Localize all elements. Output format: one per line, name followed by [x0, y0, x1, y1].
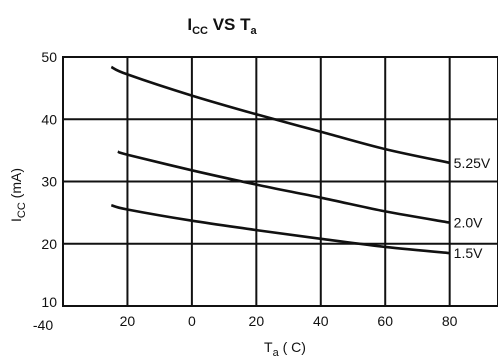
- plot-frame: [62, 56, 498, 307]
- y-tick-label: 50: [41, 49, 57, 65]
- series-line-5.25V: [110, 65, 450, 165]
- ylabel-unit: (mA): [8, 168, 24, 202]
- series-labels: 5.25V 2.0V 1.5V: [454, 155, 491, 261]
- y-tick-label: 40: [41, 111, 57, 127]
- tick-labels: -40 20 0 20 40 60 80 10 20 30 40 50: [33, 49, 458, 333]
- title-tail: T: [240, 15, 251, 34]
- x-tick-label: 20: [120, 313, 136, 329]
- x-tick-label: 40: [313, 313, 329, 329]
- x-tick-label: 60: [377, 313, 393, 329]
- series-line-2.0V: [117, 150, 450, 224]
- series-label-2.0V: 2.0V: [454, 215, 483, 231]
- grid: [63, 57, 498, 306]
- title-main: I: [187, 15, 192, 34]
- xlabel-main: T: [264, 339, 273, 355]
- title-middle: VS: [208, 15, 240, 34]
- x-tick-label: 20: [249, 313, 265, 329]
- series-label-5.25V: 5.25V: [454, 155, 491, 171]
- x-tick-label: -40: [33, 317, 53, 333]
- chart-title: ICC VS Ta: [187, 15, 257, 37]
- x-axis-label: Ta ( C): [264, 339, 306, 359]
- xlabel-sub: a: [273, 347, 280, 359]
- y-axis-label: ICC (mA): [8, 168, 28, 222]
- ylabel-main: I: [8, 218, 24, 222]
- y-tick-label: 10: [41, 294, 57, 310]
- series-lines: [110, 65, 450, 255]
- xlabel-unit: ( C): [279, 339, 306, 355]
- title-main-sub: CC: [192, 25, 208, 37]
- ylabel-sub: CC: [16, 202, 28, 218]
- x-tick-label: 80: [442, 313, 458, 329]
- y-tick-label: 20: [41, 236, 57, 252]
- x-tick-label: 0: [188, 313, 196, 329]
- series-label-1.5V: 1.5V: [454, 245, 483, 261]
- y-tick-label: 30: [41, 174, 57, 190]
- title-tail-sub: a: [251, 25, 258, 37]
- series-line-1.5V: [110, 203, 450, 255]
